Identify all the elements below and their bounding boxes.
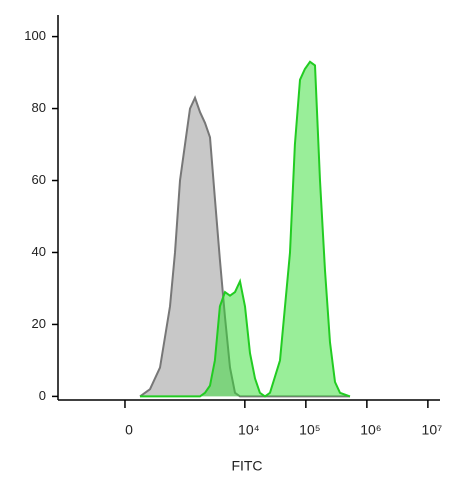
y-tick-label: 20 xyxy=(32,316,46,331)
y-tick-label: 0 xyxy=(39,388,46,403)
y-tick-label: 60 xyxy=(32,172,46,187)
area-fill xyxy=(140,61,350,397)
series-line xyxy=(140,60,351,398)
x-tick-label: 10⁴ xyxy=(238,422,260,438)
y-tick-label: 100 xyxy=(24,28,46,43)
x-tick-label: 10⁷ xyxy=(422,422,443,438)
x-tick-label: 10⁶ xyxy=(360,422,381,438)
x-axis-label: FITC xyxy=(231,458,262,474)
x-tick-label: 0 xyxy=(125,422,133,438)
y-tick-label: 40 xyxy=(32,244,46,259)
y-tick-label: 80 xyxy=(32,100,46,115)
x-tick-label: 10⁵ xyxy=(299,422,320,438)
area-fill xyxy=(140,97,350,397)
